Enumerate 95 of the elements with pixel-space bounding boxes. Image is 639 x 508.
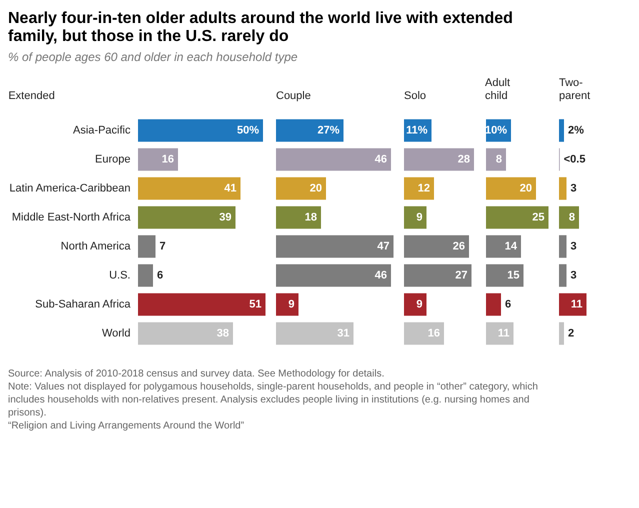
data-label: 2	[568, 328, 574, 340]
data-label: 14	[504, 240, 518, 252]
y-tick-label: Sub-Saharan Africa	[35, 298, 132, 310]
y-tick-label: Middle East-North Africa	[12, 212, 132, 224]
bar	[486, 177, 536, 200]
bar	[276, 148, 391, 171]
bar	[276, 235, 394, 258]
bar	[486, 148, 506, 171]
data-label: 50%	[236, 124, 260, 136]
data-label: 11	[570, 298, 582, 310]
text: “Religion and Living Arrangements Around the World”	[8, 420, 244, 432]
bar	[404, 293, 426, 316]
data-label: 9	[416, 212, 422, 224]
bar	[486, 322, 514, 345]
bar	[559, 177, 566, 200]
data-label: 39	[219, 212, 232, 224]
bar	[404, 206, 426, 229]
data-label: 26	[452, 240, 465, 252]
x-axis-title: Couple	[276, 90, 311, 102]
bar	[559, 293, 586, 316]
data-label: 15	[507, 270, 520, 282]
data-label: 12	[418, 182, 430, 194]
chart-subtitle: % of people ages 60 and older in each household type	[8, 50, 298, 64]
bar	[138, 119, 263, 142]
bar	[276, 322, 354, 345]
data-label: 6	[157, 270, 164, 282]
y-tick-label: Europe	[95, 154, 130, 166]
y-tick-label: World	[102, 328, 130, 340]
data-label: 2%	[568, 124, 584, 136]
bar	[404, 177, 434, 200]
bar	[138, 206, 236, 229]
data-label: 9	[288, 298, 294, 310]
data-label: 25	[532, 212, 544, 224]
bar	[559, 322, 564, 345]
data-label: 7	[160, 240, 166, 252]
data-label: 27%	[317, 124, 340, 136]
data-label: 6	[505, 298, 512, 310]
text: Note: Values not displayed for polygamous households, single-parent households, and people in “other” category, which includes households with non-relatives present. Analysis excludes people living in institutions (e.g. nursing homes and prisons).	[8, 382, 538, 418]
bar	[404, 264, 472, 287]
bar	[276, 264, 391, 287]
bar	[138, 177, 240, 200]
data-label: 46	[374, 154, 387, 166]
bar	[138, 264, 153, 287]
bar	[559, 235, 566, 258]
bar	[486, 293, 501, 316]
data-label: 3	[570, 270, 577, 282]
data-label: 41	[224, 182, 236, 194]
bar	[138, 235, 156, 258]
data-label: 8	[496, 154, 502, 166]
bar	[486, 235, 521, 258]
data-label: 46	[374, 270, 387, 282]
bar	[559, 264, 566, 287]
y-tick-label: U.S.	[109, 270, 130, 282]
data-label: 20	[520, 182, 532, 194]
data-label: 3	[570, 240, 577, 252]
data-label: 51	[249, 298, 262, 310]
data-label: 3	[570, 182, 577, 194]
bar	[404, 322, 444, 345]
data-label: <0.5	[564, 154, 586, 166]
y-tick-label: Asia-Pacific	[73, 124, 131, 136]
data-label: 16	[428, 328, 440, 340]
data-label: 9	[416, 298, 422, 310]
data-label: 27	[455, 270, 468, 282]
bar	[138, 148, 178, 171]
bar	[276, 293, 298, 316]
data-label: 38	[216, 328, 229, 340]
y-tick-label: Latin America-Caribbean	[9, 182, 130, 194]
data-label: 11	[498, 328, 510, 340]
data-label: 31	[337, 328, 350, 340]
data-label: 18	[304, 212, 317, 224]
bar	[276, 119, 344, 142]
data-label: 8	[568, 212, 575, 224]
data-label: 11%	[406, 124, 428, 136]
data-label: 10%	[484, 124, 508, 136]
bar	[486, 264, 524, 287]
chart-title: Nearly four-in-ten older adults around the world live with extended family, but those in the U.S. rarely do	[8, 10, 513, 45]
bar	[138, 293, 266, 316]
bar	[138, 322, 233, 345]
x-axis-title: Adult child	[484, 77, 510, 102]
x-axis-title: Extended	[8, 90, 55, 102]
x-axis-title: Solo	[404, 90, 426, 102]
x-axis-title: Two-parent	[559, 77, 590, 102]
data-label: 47	[377, 240, 390, 252]
data-label: 28	[458, 154, 470, 166]
bar	[276, 177, 326, 200]
bar	[404, 235, 469, 258]
source-note: Source: Analysis of 2010-2018 census and survey data. See Methodology for details.	[8, 368, 384, 380]
bar	[276, 206, 321, 229]
data-label: 20	[310, 182, 322, 194]
bar	[559, 206, 579, 229]
bar	[559, 119, 564, 142]
y-tick-label: North America	[60, 240, 132, 252]
bar	[404, 148, 474, 171]
data-label: 16	[162, 154, 174, 166]
bar	[486, 206, 548, 229]
